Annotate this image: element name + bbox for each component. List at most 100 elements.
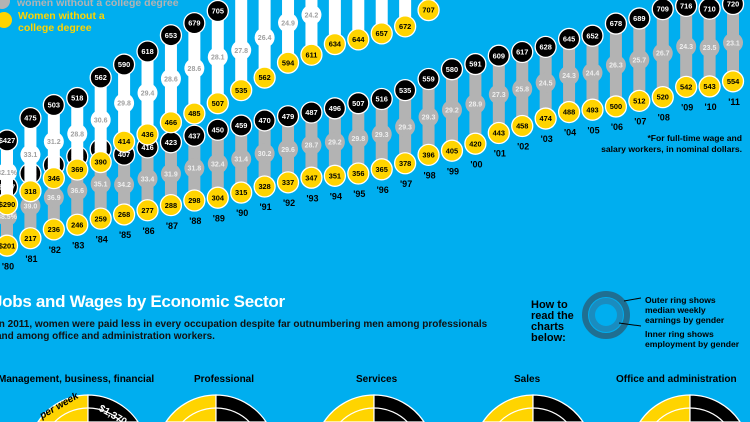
no_college-women-point (581, 98, 604, 121)
no_college-gap-bubble (90, 173, 111, 194)
no_college-women-value: 405 (446, 146, 458, 155)
no_college-gap-bubble (488, 84, 509, 105)
no_college-women-point (276, 171, 300, 194)
no_college-gap-label: 35.1 (94, 181, 108, 188)
no_college-women-value: 288 (165, 201, 177, 210)
college-gap-bubble (0, 162, 17, 183)
college-gap-bubble (207, 47, 228, 68)
no_college-men-value: 628 (539, 42, 551, 51)
how-to-read-ring-diagram (582, 291, 642, 339)
no_college-gap-label: 36.6 (70, 188, 84, 195)
no_college-men-point (300, 101, 323, 124)
college-women-point (323, 32, 347, 56)
no_college-men-value: 407 (118, 150, 130, 159)
no_college-gap-label: 29.3 (375, 132, 389, 139)
no_college-gap-label: 30.2 (258, 151, 272, 158)
college-women-value: 634 (329, 40, 342, 49)
no_college-women-value: 378 (399, 159, 411, 168)
pie-title-professional: Professional (194, 374, 255, 385)
legend-gap-swatch (0, 0, 10, 9)
college-women-point (0, 193, 19, 216)
college-gap-label: 24.9 (281, 20, 295, 27)
no_college-gap-label: 29.6 (281, 147, 295, 154)
college-women-point (136, 123, 159, 146)
no_college-gap-label: 29.3 (422, 115, 436, 122)
no_college-women-point (183, 189, 206, 212)
college-gap-label: 24.2 (305, 12, 319, 19)
no_college-men-value: 710 (703, 4, 715, 13)
college-men-value: 503 (48, 101, 60, 110)
no_college-gap-label: 24.3 (679, 44, 693, 51)
no_college-gap-bubble (67, 180, 88, 201)
no_college-women-point (628, 89, 651, 113)
college-men-point (42, 93, 65, 117)
no_college-women-point (136, 199, 159, 222)
no_college-women-value: 443 (493, 129, 505, 138)
college-women-value: 657 (376, 29, 388, 38)
college-women-point (417, 0, 440, 22)
year-label: '09 (681, 102, 693, 112)
inner-ring-divider (499, 407, 567, 422)
college-gap-label: 29.4 (141, 91, 155, 98)
outer-ring-note: Outer ring shows median weekly earnings … (645, 295, 725, 325)
no_college-men-point (698, 0, 721, 20)
no_college-gap-label: 31.9 (164, 171, 178, 178)
no_college-gap-bubble (676, 36, 697, 57)
year-label: '07 (634, 116, 646, 126)
no_college-women-value: 347 (305, 173, 317, 182)
wage-dumbbell-chart: 38.5%$327$201'8039.0356217'8136.9374236'… (0, 0, 745, 271)
year-label: '84 (96, 234, 108, 244)
year-label: '82 (49, 245, 61, 255)
no_college-gap-label: 32.4 (211, 161, 225, 168)
howto-line2: read the (531, 310, 574, 322)
no_college-women-point (393, 152, 417, 175)
no_college-women-point (464, 132, 487, 155)
no_college-women-point (300, 166, 323, 189)
year-label: '08 (658, 113, 670, 123)
men-earnings-ring (215, 394, 267, 422)
no_college-women-value: 474 (539, 114, 552, 123)
no_college-women-value: 304 (212, 193, 225, 202)
college-women-point (206, 92, 229, 115)
no_college-men-value: 416 (141, 143, 153, 152)
college-gap-label: 27.8 (234, 48, 248, 55)
legend-women-no-college: Women without a college degree (18, 10, 105, 34)
college-gap-label: 28.6 (164, 76, 178, 83)
college-men-value: 562 (95, 73, 107, 82)
college-women-point (276, 51, 300, 74)
section-description: In 2011, women were paid less in every o… (0, 319, 488, 342)
no_college-women-point (651, 85, 674, 109)
no_college-men-value: 487 (305, 108, 317, 117)
college-men-point (206, 0, 229, 23)
college-gap-bubble (90, 109, 111, 130)
women-earnings-ring (165, 394, 217, 422)
legend-gap-label: women without a college degree (17, 0, 179, 9)
year-label: '93 (306, 193, 318, 203)
no_college-gap-bubble (43, 187, 64, 208)
legend-women-line1: Women without a (18, 10, 105, 22)
no_college-gap-label: 39.0 (24, 203, 38, 210)
college-men-value: 618 (141, 47, 153, 56)
inner-ring-divider (182, 407, 250, 422)
no_college-gap-label: 23.5 (703, 45, 717, 52)
no_college-gap-bubble (652, 43, 673, 64)
no_college-women-value: 554 (727, 77, 740, 86)
college-women-point (300, 43, 323, 66)
no_college-women-point (230, 181, 253, 204)
year-label: '81 (25, 254, 37, 264)
no_college-women-point (323, 164, 347, 187)
footnote-line1: *For full-time wage and (647, 133, 742, 143)
college-men-point (136, 40, 159, 63)
no_college-men-value: 423 (165, 138, 177, 147)
college-men-point (0, 129, 19, 152)
no_college-gap-bubble (301, 135, 322, 156)
no_college-men-value: 496 (329, 104, 341, 113)
no_college-men-point (557, 27, 581, 51)
no_college-men-value: 516 (376, 95, 388, 104)
no_college-gap-bubble (723, 32, 744, 53)
howto-line4: below: (531, 332, 566, 344)
women-earnings-ring (37, 394, 89, 422)
no_college-gap-label: 29.3 (398, 124, 412, 131)
no_college-women-point (487, 121, 510, 145)
footnote: *For full-time wage and salary workers, … (601, 133, 742, 155)
